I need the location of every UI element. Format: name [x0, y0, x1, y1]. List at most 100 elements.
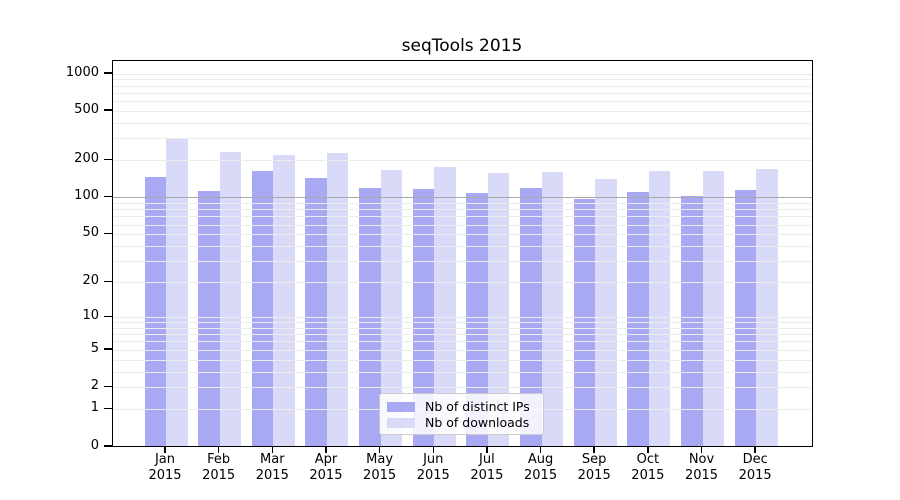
legend-swatch-icon — [387, 402, 415, 412]
y-tick-label-1: 1 — [90, 400, 99, 416]
gridline-minor-5 — [113, 349, 812, 351]
x-tick-year: 2015 — [577, 467, 611, 483]
bar-distinct-ips-jul — [466, 193, 488, 447]
x-tick-label-jan: Jan 2015 — [135, 452, 195, 483]
gridline-minor-600 — [113, 101, 812, 103]
bar-downloads-sep — [595, 178, 617, 447]
x-tick-year: 2015 — [416, 467, 450, 483]
x-tick-month: Feb — [207, 452, 231, 467]
gridline-minor-500 — [113, 110, 812, 112]
x-tick-label-aug: Aug 2015 — [511, 452, 571, 483]
x-axis-tick-mar — [271, 447, 274, 453]
x-axis-tick-apr — [325, 447, 327, 453]
bar-downloads-jul — [487, 172, 510, 447]
bar-downloads-apr — [326, 152, 349, 447]
x-axis-tick-feb — [217, 447, 220, 453]
x-tick-month: Jul — [479, 452, 495, 467]
gridline-minor-50 — [113, 234, 812, 236]
y-tick-label-2: 2 — [90, 378, 99, 394]
y-tick-label-100: 100 — [74, 188, 99, 204]
x-tick-label-oct: Oct 2015 — [618, 452, 678, 483]
x-tick-month: Nov — [688, 452, 715, 467]
x-tick-month: Oct — [636, 452, 660, 467]
gridline-major-100 — [113, 196, 812, 199]
gridline-minor-800 — [113, 85, 812, 87]
x-tick-month: Jan — [154, 452, 176, 467]
gridline-minor-400 — [113, 122, 812, 124]
x-axis-tick-sep — [593, 447, 595, 453]
x-axis-tick-may — [378, 447, 381, 453]
bar-distinct-ips-nov — [681, 196, 703, 447]
y-axis-tick-500 — [104, 109, 112, 111]
chart-title: seqTools 2015 — [401, 36, 523, 56]
x-tick-month: Apr — [314, 452, 338, 467]
y-tick-label-5: 5 — [90, 340, 99, 356]
gridline-minor-300 — [113, 138, 812, 140]
gridline-minor-1000 — [113, 73, 812, 75]
gridline-minor-200 — [113, 160, 812, 162]
bar-downloads-jun — [434, 167, 456, 447]
x-tick-month: Aug — [527, 452, 554, 467]
legend-entry-downloads: Nb of downloads — [387, 415, 543, 431]
x-tick-year: 2015 — [255, 467, 289, 483]
x-axis-tick-jul — [486, 447, 488, 453]
x-tick-label-jun: Jun 2015 — [403, 452, 463, 483]
y-tick-label-50: 50 — [82, 225, 99, 241]
bar-downloads-dec — [756, 169, 778, 447]
bar-downloads-aug — [541, 172, 564, 447]
legend-swatch-icon — [387, 418, 415, 428]
x-tick-label-sep: Sep 2015 — [564, 452, 624, 483]
gridline-minor-70 — [113, 216, 812, 218]
x-tick-label-apr: Apr 2015 — [296, 452, 356, 483]
y-axis-tick-2 — [104, 385, 112, 388]
gridline-minor-900 — [113, 79, 812, 81]
legend-label: Nb of downloads — [425, 415, 530, 430]
bar-distinct-ips-jan — [144, 177, 166, 447]
x-axis-tick-nov — [700, 447, 703, 453]
x-tick-month: Sep — [581, 452, 607, 467]
bar-downloads-may — [380, 170, 403, 447]
y-tick-label-20: 20 — [82, 273, 99, 289]
gridline-minor-10 — [113, 317, 812, 319]
x-tick-month: Mar — [260, 452, 285, 467]
y-axis-tick-50 — [104, 232, 112, 235]
bar-distinct-ips-dec — [734, 190, 757, 447]
x-tick-label-may: May 2015 — [350, 452, 410, 483]
gridline-minor-6 — [113, 341, 812, 343]
x-tick-year: 2015 — [148, 467, 182, 483]
bar-downloads-jan — [166, 138, 188, 447]
x-tick-month: Jun — [423, 452, 444, 467]
y-tick-label-1000: 1000 — [65, 64, 99, 80]
gridline-minor-3 — [113, 371, 812, 373]
x-tick-label-jul: Jul 2015 — [457, 452, 517, 483]
x-tick-month: Dec — [742, 452, 768, 467]
y-axis-tick-100 — [104, 195, 112, 198]
gridline-minor-4 — [113, 359, 812, 361]
bar-distinct-ips-oct — [627, 191, 649, 447]
y-axis-tick-1000 — [104, 72, 112, 74]
legend-entry-distinct-ips: Nb of distinct IPs — [387, 399, 543, 415]
y-axis-tick-5 — [104, 348, 112, 350]
gridline-minor-9 — [113, 322, 812, 324]
x-axis-tick-aug — [539, 447, 542, 453]
y-tick-label-0: 0 — [90, 437, 99, 453]
legend: Nb of distinct IPs Nb of downloads — [379, 393, 544, 435]
x-tick-label-dec: Dec 2015 — [725, 452, 785, 483]
bar-downloads-mar — [273, 155, 295, 447]
x-axis-tick-dec — [754, 447, 756, 453]
x-tick-year: 2015 — [524, 467, 558, 483]
y-axis-tick-20 — [104, 280, 112, 283]
y-axis-tick-0 — [104, 445, 112, 447]
x-axis-tick-jan — [164, 447, 166, 453]
bar-distinct-ips-feb — [198, 190, 220, 447]
y-axis-tick-1 — [104, 407, 112, 410]
gridline-minor-60 — [113, 224, 812, 226]
bar-downloads-oct — [648, 170, 671, 447]
gridline-minor-8 — [113, 327, 812, 329]
gridline-minor-30 — [113, 261, 812, 263]
x-tick-label-nov: Nov 2015 — [672, 452, 732, 483]
x-tick-label-mar: Mar 2015 — [242, 452, 302, 483]
gridline-minor-7 — [113, 334, 812, 336]
gridline-minor-2 — [113, 387, 812, 389]
